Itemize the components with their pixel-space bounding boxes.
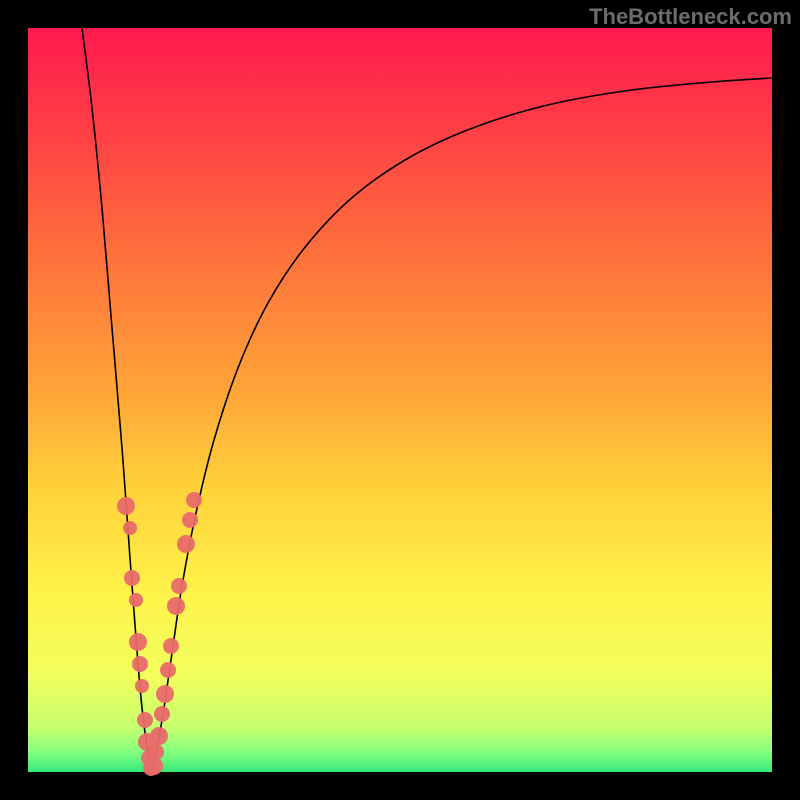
- data-point-marker: [163, 638, 179, 654]
- data-point-marker: [167, 597, 185, 615]
- data-point-marker: [124, 570, 140, 586]
- data-point-marker: [160, 662, 176, 678]
- data-point-marker: [182, 512, 198, 528]
- chart-canvas: TheBottleneck.com: [0, 0, 800, 800]
- data-point-marker: [135, 679, 149, 693]
- watermark-text: TheBottleneck.com: [589, 4, 792, 30]
- data-point-marker: [171, 578, 187, 594]
- data-point-marker: [123, 521, 137, 535]
- data-point-marker: [117, 497, 135, 515]
- data-point-marker: [129, 593, 143, 607]
- data-point-marker: [186, 492, 202, 508]
- data-point-marker: [129, 633, 147, 651]
- data-point-marker: [132, 656, 148, 672]
- data-point-marker: [156, 685, 174, 703]
- data-point-marker: [150, 727, 168, 745]
- data-point-marker: [148, 744, 164, 760]
- markers-layer: [0, 0, 800, 800]
- data-point-marker: [137, 712, 153, 728]
- data-point-marker: [154, 706, 170, 722]
- data-point-marker: [177, 535, 195, 553]
